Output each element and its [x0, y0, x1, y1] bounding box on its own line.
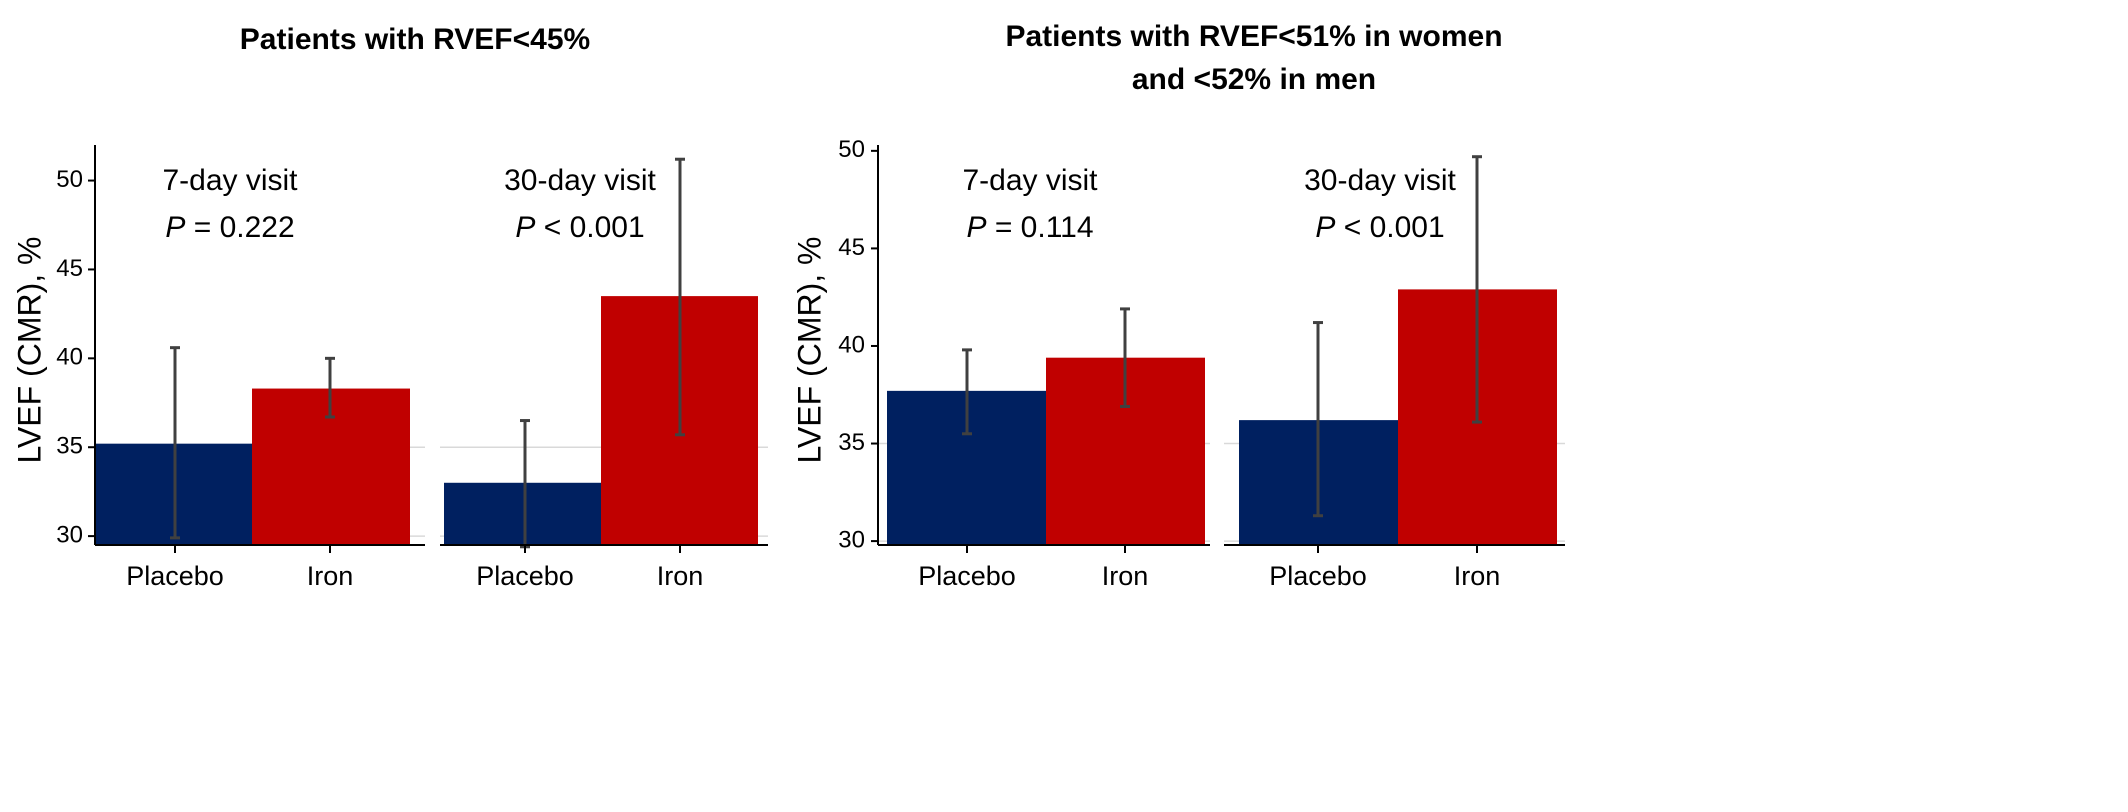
x-tick-label-iron: Iron: [1102, 561, 1149, 591]
y-axis-label: LVEF (CMR), %: [11, 237, 47, 464]
chart-title: Patients with RVEF<51% in women: [1005, 20, 1502, 53]
y-axis-label: LVEF (CMR), %: [791, 237, 827, 464]
x-tick-label-iron: Iron: [657, 561, 704, 591]
chart-2: Patients with RVEF<51% in women and <52% …: [791, 20, 1565, 591]
chart-title: Patients with RVEF<45%: [240, 23, 590, 56]
bar-placebo: [444, 482, 601, 545]
panel-30-day: Placebo Iron 30-day visit P < 0.001: [440, 157, 768, 591]
p-symbol: P: [165, 211, 185, 244]
error-bar-placebo: [170, 346, 180, 540]
p-symbol: P: [515, 211, 535, 244]
y-tick-label: 50: [838, 136, 865, 163]
x-tick-label-placebo: Placebo: [476, 561, 574, 591]
error-bar-placebo: [1313, 321, 1323, 518]
error-bar-iron: [1120, 307, 1130, 408]
panel-p-value: P < 0.001: [515, 211, 644, 244]
panel-visit-label: 7-day visit: [962, 164, 1098, 197]
error-bar-iron: [1472, 155, 1482, 424]
y-tick-label: 45: [56, 255, 83, 282]
x-tick-label-placebo: Placebo: [1269, 561, 1367, 591]
x-tick-label-iron: Iron: [1454, 561, 1501, 591]
p-symbol: P: [966, 211, 986, 244]
error-bar-iron: [675, 157, 685, 437]
p-value-text: = 0.114: [986, 211, 1093, 244]
panel-7-day: Placebo Iron 7-day visit P = 0.114: [878, 164, 1210, 591]
panel-p-value: P < 0.001: [1315, 211, 1444, 244]
error-bar-iron: [325, 356, 335, 419]
y-tick-label: 30: [56, 521, 83, 548]
y-tick-label: 35: [56, 433, 83, 460]
y-tick-label: 30: [838, 526, 865, 553]
y-tick-label: 35: [838, 429, 865, 456]
panel-visit-label: 30-day visit: [504, 164, 656, 197]
p-value-text: = 0.222: [185, 211, 294, 244]
x-tick-label-placebo: Placebo: [126, 561, 224, 591]
p-value-text: < 0.001: [1335, 211, 1444, 244]
x-tick-label-iron: Iron: [307, 561, 354, 591]
chart-title: and <52% in men: [1132, 63, 1376, 96]
panel-p-value: P = 0.114: [966, 211, 1093, 244]
panel-visit-label: 30-day visit: [1304, 164, 1456, 197]
panel-p-value: P = 0.222: [165, 211, 294, 244]
chart-1: Patients with RVEF<45% LVEF (CMR), % Place…: [11, 23, 768, 591]
x-tick-label-placebo: Placebo: [918, 561, 1016, 591]
y-tick-label: 50: [56, 166, 83, 193]
panel-7-day: Placebo Iron 7-day visit P = 0.222: [95, 164, 425, 591]
y-tick-label: 45: [838, 234, 865, 261]
error-bar-placebo: [962, 348, 972, 436]
y-tick-label: 40: [838, 331, 865, 358]
p-value-text: < 0.001: [535, 211, 644, 244]
p-symbol: P: [1315, 211, 1335, 244]
panel-visit-label: 7-day visit: [162, 164, 298, 197]
panel-30-day: Placebo Iron 30-day visit P < 0.001: [1224, 155, 1565, 591]
y-tick-label: 40: [56, 344, 83, 371]
